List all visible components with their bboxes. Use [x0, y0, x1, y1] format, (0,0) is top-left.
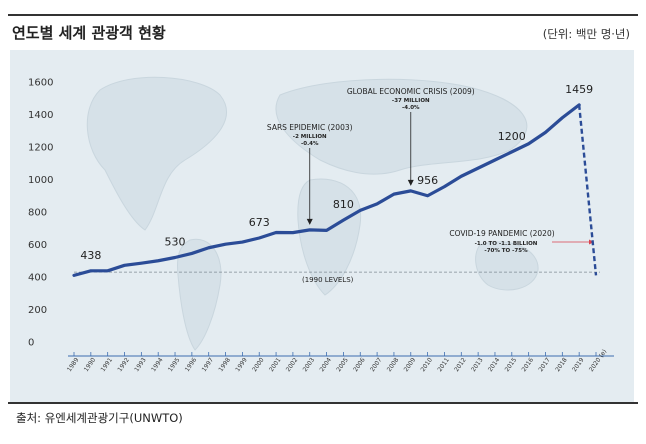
series-projection-line	[577, 104, 598, 276]
x-tick-label: 2010	[420, 356, 435, 373]
y-tick-label: 200	[28, 305, 47, 316]
data-label: 1459	[565, 83, 593, 96]
data-label: 1200	[498, 130, 526, 143]
data-label: 530	[165, 236, 186, 249]
x-tick-label: 2016	[521, 356, 536, 373]
x-tick-label: 1993	[133, 356, 148, 373]
x-tick-label: 2015	[504, 356, 519, 373]
x-tick-label: 1998	[217, 356, 232, 373]
annotations: SARS EPIDEMIC (2003) -2 MILLION-0.4% GLOBA…	[267, 87, 594, 254]
x-tick-label: 2002	[285, 356, 300, 373]
top-rule	[8, 14, 638, 16]
x-tick-label: 2001	[268, 356, 283, 373]
x-tick-label: 2020 (e)	[588, 348, 608, 373]
data-label: 673	[249, 216, 270, 229]
annotation-arrowhead	[306, 218, 313, 225]
bottom-rule	[8, 402, 638, 404]
data-label: 956	[417, 174, 438, 187]
x-tick-label: 1997	[201, 356, 216, 373]
x-axis-ticks: 1989 1990 1991 1992 1993 1994 1995 1996 1997 1998…	[66, 348, 608, 373]
y-tick-label: 1200	[28, 143, 53, 154]
x-tick-label: 1992	[116, 356, 131, 373]
y-tick-label: 1400	[28, 110, 53, 121]
y-axis-ticks: 0 200 400 600 800 1000 1200 1400 1600	[28, 78, 53, 349]
annotation-detail: -1.0 TO -1.1 BILLION	[475, 241, 538, 247]
annotation-detail: -70% TO -75%	[484, 248, 528, 254]
x-tick-label: 2014	[487, 356, 502, 373]
y-tick-label: 400	[28, 273, 47, 284]
series-line-group	[72, 103, 598, 277]
annotation-arrowhead	[407, 179, 414, 186]
annotation-title: SARS EPIDEMIC (2003)	[267, 123, 353, 132]
x-tick-label: 2017	[537, 356, 552, 373]
x-tick-label: 2018	[554, 356, 569, 373]
annotation-title: COVID-19 PANDEMIC (2020)	[449, 229, 554, 238]
x-tick-label: 1999	[234, 356, 249, 373]
x-tick-label: 1991	[100, 356, 115, 373]
x-tick-label: 2009	[403, 356, 418, 373]
y-tick-label: 600	[28, 240, 47, 251]
annotation-title: GLOBAL ECONOMIC CRISIS (2009)	[347, 87, 475, 96]
x-tick-label: 2000	[251, 356, 266, 373]
reference-line-label: (1990 LEVELS)	[302, 276, 354, 284]
x-tick-label: 2004	[318, 356, 333, 373]
data-label: 810	[333, 198, 354, 211]
x-tick-label: 2007	[369, 356, 384, 373]
annotation-detail: -4.0%	[402, 105, 420, 111]
chart-title: 연도별 세계 관광객 현황	[12, 24, 166, 42]
data-label: 438	[80, 249, 101, 262]
x-tick-label: 1996	[184, 356, 199, 373]
x-tick-label: 1995	[167, 356, 182, 373]
y-tick-label: 0	[28, 338, 34, 349]
x-tick-label: 2005	[335, 356, 350, 373]
y-tick-label: 1600	[28, 78, 53, 89]
line-chart: (1990 LEVELS) 0 200 400 600 800 1000 1200 1400 1…	[28, 76, 614, 373]
unit-label: (단위: 백만 명·년)	[542, 27, 630, 41]
x-tick-label: 2012	[453, 356, 468, 373]
source-note: 출처: 유엔세계관광기구(UNWTO)	[16, 411, 183, 425]
data-labels: 438 530 673 810 956 1200 1459	[80, 83, 593, 262]
x-tick-label: 1989	[66, 356, 81, 373]
x-tick-label: 1994	[150, 356, 165, 373]
x-tick-label: 2011	[436, 356, 451, 373]
annotation-detail: -2 MILLION	[293, 134, 327, 140]
x-tick-label: 2013	[470, 356, 485, 373]
x-tick-label: 2019	[571, 356, 586, 373]
y-tick-label: 1000	[28, 175, 53, 186]
y-tick-label: 800	[28, 208, 47, 219]
x-tick-label: 2008	[386, 356, 401, 373]
x-tick-label: 1990	[83, 356, 98, 373]
annotation-detail: -37 MILLION	[392, 98, 430, 104]
annotation-detail: -0.4%	[301, 141, 319, 147]
x-tick-label: 2003	[302, 356, 317, 373]
x-tick-label: 2006	[352, 356, 367, 373]
world-map-background	[86, 76, 539, 351]
